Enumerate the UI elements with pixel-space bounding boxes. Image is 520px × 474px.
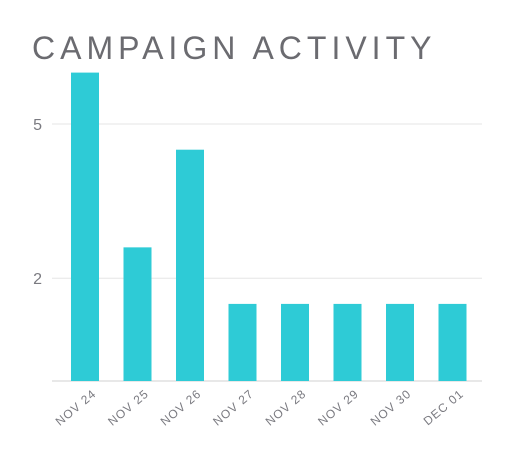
x-tick-label: NOV 30 [368, 387, 414, 429]
x-tick-label: NOV 29 [315, 387, 361, 429]
bar[interactable] [228, 303, 257, 381]
bar[interactable] [281, 303, 309, 381]
y-tick-label: 2 [33, 271, 42, 288]
x-tick-label: NOV 27 [210, 387, 256, 429]
bar[interactable] [123, 247, 152, 381]
y-tick-label: 5 [33, 117, 42, 134]
x-tick-label: NOV 26 [158, 387, 204, 429]
bar[interactable] [333, 303, 362, 381]
bar[interactable] [176, 149, 204, 381]
x-tick-label: NOV 24 [53, 387, 99, 429]
bar[interactable] [386, 303, 414, 381]
chart-title: CAMPAIGN ACTIVITY [32, 30, 437, 66]
x-tick-label: DEC 01 [421, 387, 467, 429]
x-tick-label: NOV 25 [105, 387, 151, 429]
x-tick-label: NOV 28 [263, 387, 309, 429]
bar[interactable] [438, 303, 467, 381]
bar[interactable] [71, 72, 99, 381]
